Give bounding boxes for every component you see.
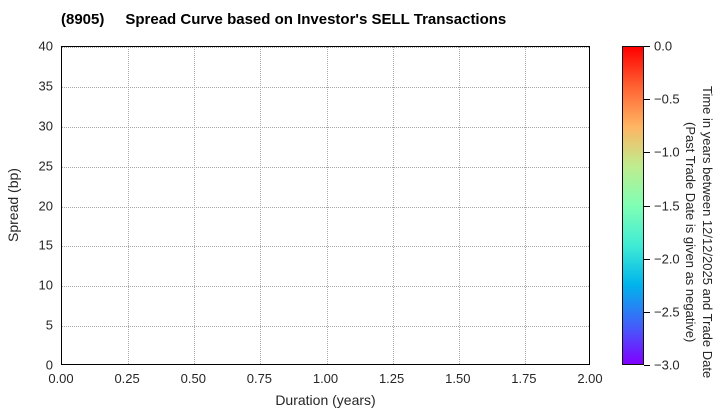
x-tick-label: 0.00	[48, 371, 74, 386]
colorbar-tick	[644, 205, 650, 207]
y-tick-label: 25	[38, 158, 53, 174]
y-grid-line	[62, 86, 589, 88]
y-grid-line	[62, 126, 589, 128]
y-tick-label: 30	[38, 118, 53, 134]
y-tick-label: 5	[45, 317, 53, 333]
colorbar-label-line-1: Time in years between 12/12/2025 and Tra…	[700, 85, 715, 379]
x-grid-line	[458, 47, 460, 364]
y-tick-label: 35	[38, 78, 53, 94]
colorbar-label-line-2: (Past Trade Date is given as negative)	[683, 121, 698, 343]
x-tick-label: 1.25	[378, 371, 405, 386]
y-grid-line	[62, 47, 589, 48]
colorbar-tick	[644, 152, 650, 154]
title-text: Spread Curve based on Investor's SELL Tr…	[125, 11, 507, 28]
y-grid-line	[62, 246, 589, 248]
y-grid-line	[62, 326, 589, 328]
x-grid-line	[524, 47, 526, 364]
x-tick-label: 0.50	[180, 371, 206, 386]
x-tick-label: 1.75	[511, 371, 537, 386]
x-tick-label: 0.25	[114, 371, 140, 386]
y-grid-line	[62, 286, 589, 288]
colorbar-tick-label: −2.5	[654, 304, 680, 320]
colorbar-tick-label: −3.0	[654, 357, 680, 373]
colorbar-tick-label: −2.0	[654, 251, 680, 267]
x-grid-line	[194, 47, 196, 364]
colorbar-tick	[644, 258, 650, 260]
colorbar-tick-label: −0.5	[654, 91, 680, 107]
x-tick-label: 1.50	[445, 371, 471, 386]
colorbar-tick	[644, 311, 650, 313]
x-grid-line	[128, 47, 130, 364]
y-tick-label: 20	[38, 198, 53, 213]
colorbar-tick-label: 0.0	[654, 38, 673, 54]
colorbar-gradient	[622, 46, 644, 365]
colorbar-tick-label: −1.5	[654, 198, 680, 213]
y-tick-label: 15	[38, 237, 53, 253]
colorbar-tick	[644, 46, 650, 47]
y-tick-label: 10	[38, 277, 53, 293]
ticker-code: (8905)	[61, 11, 105, 28]
y-grid-line	[62, 206, 589, 208]
colorbar-tick-label: −1.0	[654, 144, 680, 160]
y-tick-label: 0	[45, 357, 53, 373]
x-tick-label: 1.00	[312, 371, 339, 386]
x-grid-line	[392, 47, 394, 364]
chart-title: (8905) Spread Curve based on Investor's S…	[61, 11, 506, 28]
y-tick-label: 40	[38, 38, 53, 54]
colorbar-tick	[644, 99, 650, 101]
colorbar-tick	[644, 365, 650, 366]
x-tick-label: 2.00	[577, 371, 603, 386]
x-grid-line	[260, 47, 262, 364]
x-axis-label: Duration (years)	[275, 392, 376, 408]
colorbar-label: Time in years between 12/12/2025 and Tra…	[682, 44, 716, 420]
y-grid-line	[62, 166, 589, 168]
x-tick-label: 0.75	[246, 371, 273, 386]
plot-area	[61, 46, 590, 365]
x-grid-line	[326, 47, 328, 364]
